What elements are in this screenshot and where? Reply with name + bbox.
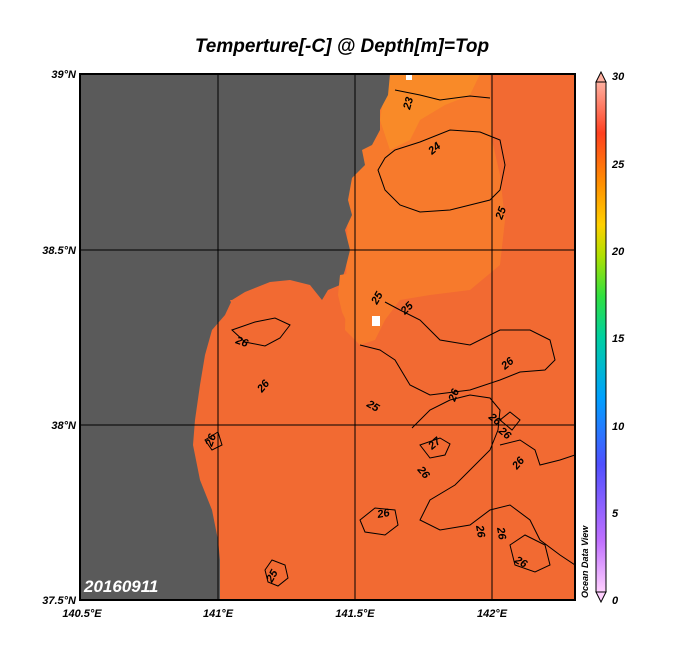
contour-label: 23 — [401, 96, 416, 112]
colorbar-tick: 10 — [612, 421, 625, 433]
contour-label: 26 — [233, 334, 250, 350]
contour-label: 26 — [446, 387, 462, 404]
contour-label: 26 — [203, 432, 219, 449]
colorbar-top-arrow — [595, 70, 607, 83]
contour-label: 25 — [493, 205, 509, 222]
contour-label: 26 — [494, 525, 508, 541]
bay-inlet-south — [230, 300, 268, 318]
sea-zone-25 — [345, 74, 505, 345]
colorbar: 30 25 20 15 10 5 0 — [595, 70, 625, 607]
island-speck — [406, 74, 412, 80]
lon-tick-label: 142°E — [477, 608, 508, 620]
date-label: 20160911 — [83, 577, 158, 596]
lon-tick-label: 140.5°E — [62, 608, 102, 620]
colorbar-tick: 15 — [612, 333, 625, 345]
bay-inlet — [338, 272, 362, 325]
map-frame — [79, 73, 576, 601]
colorbar-tick: 5 — [612, 508, 619, 520]
lon-tick-label: 141°E — [203, 608, 234, 620]
colorbar-tick: 20 — [611, 246, 625, 258]
colorbar-tick: 30 — [612, 71, 625, 83]
land-mass — [80, 74, 390, 600]
lat-tick-label: 37.5°N — [42, 595, 77, 607]
colorbar-bottom-arrow — [595, 591, 607, 604]
graticule — [80, 74, 575, 600]
colorbar-tick: 25 — [611, 159, 625, 171]
lat-tick-label: 38.5°N — [42, 245, 77, 257]
sea-zone-24 — [380, 74, 480, 150]
contour-label: 26 — [473, 523, 487, 539]
lon-tick-label: 141.5°E — [335, 608, 375, 620]
map-title: Temperture[-C] @ Depth[m]=Top — [194, 36, 490, 57]
contour-label: 26 — [375, 507, 391, 521]
colorbar-gradient — [595, 81, 607, 593]
odv-watermark: Ocean Data View — [580, 525, 590, 598]
contour-lines — [204, 89, 575, 587]
colorbar-tick: 0 — [612, 595, 619, 607]
island-speck — [372, 316, 380, 326]
lat-tick-label: 38°N — [51, 420, 77, 432]
map-area — [80, 74, 575, 600]
lat-tick-label: 39°N — [51, 69, 77, 81]
